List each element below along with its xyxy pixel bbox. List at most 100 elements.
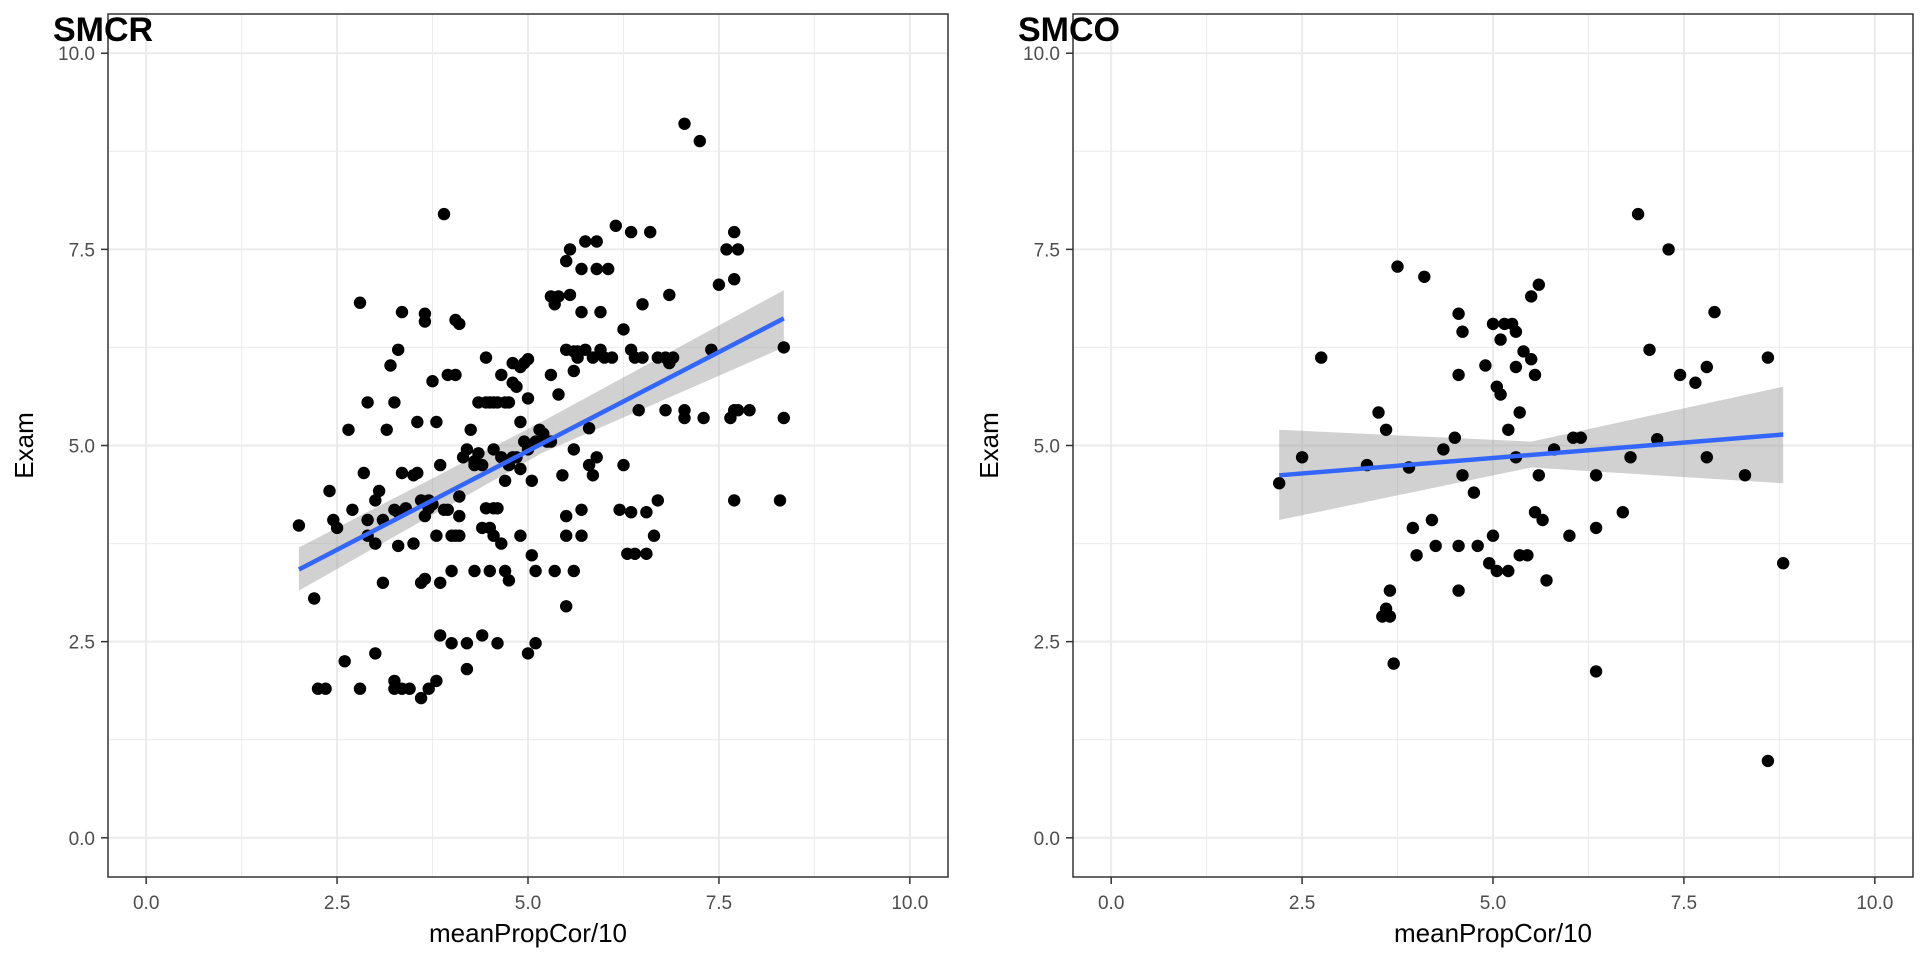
data-point (369, 647, 382, 660)
data-point (1536, 513, 1549, 527)
data-point (453, 317, 466, 331)
data-point (1387, 657, 1400, 670)
data-point (1509, 360, 1523, 374)
data-point (411, 415, 424, 429)
data-point (1425, 513, 1439, 527)
data-point (353, 682, 367, 695)
data-point (567, 443, 580, 456)
data-point (1738, 469, 1752, 482)
data-point (1521, 549, 1534, 562)
data-point (731, 404, 745, 417)
x-tick-label: 10.0 (891, 893, 928, 914)
data-points (1273, 207, 1790, 768)
data-point (1437, 443, 1450, 456)
data-point (548, 564, 561, 578)
data-point (644, 225, 657, 239)
data-point (1673, 368, 1687, 382)
data-point (472, 447, 485, 460)
data-point (590, 451, 603, 464)
data-point (1295, 451, 1309, 464)
data-points (292, 117, 790, 705)
data-point (1391, 260, 1404, 273)
data-point (487, 529, 500, 542)
data-point (426, 375, 439, 388)
data-point (1540, 574, 1553, 587)
data-point (521, 353, 535, 366)
data-point (1563, 529, 1576, 542)
grid (1073, 14, 1913, 877)
data-point (495, 368, 508, 382)
data-point (411, 466, 424, 480)
data-point (586, 469, 600, 482)
data-point (556, 469, 569, 482)
data-point (1616, 506, 1630, 519)
data-point (636, 298, 649, 311)
data-point (609, 219, 622, 232)
data-point (1452, 368, 1465, 382)
data-point (1486, 529, 1500, 542)
data-point (582, 458, 596, 472)
data-point (1406, 521, 1420, 535)
data-point (567, 364, 580, 378)
x-tick-label: 2.5 (324, 893, 350, 914)
data-point (586, 351, 600, 364)
data-point (1761, 351, 1775, 364)
panel-smcr: 0.0 2.5 5.0 7.5 10.0 0.0 2.5 5.0 7.5 10.0 meanProp… (9, 11, 949, 948)
data-point (521, 647, 535, 660)
x-tick-label: 5.0 (1480, 893, 1506, 914)
data-point (445, 564, 458, 578)
data-point (575, 305, 588, 319)
data-point (1532, 278, 1546, 291)
data-point (777, 411, 790, 425)
y-axis-title: Exam (974, 412, 1004, 478)
data-point (1631, 207, 1645, 221)
data-point (560, 254, 573, 268)
data-point (330, 521, 344, 535)
data-point (1689, 376, 1702, 389)
data-point (430, 415, 443, 429)
data-point (605, 351, 619, 364)
data-point (563, 243, 577, 256)
data-point (395, 305, 409, 319)
data-point (728, 494, 741, 507)
data-point (1525, 353, 1538, 366)
data-point (342, 423, 355, 436)
data-point (1483, 557, 1496, 570)
data-point (552, 388, 565, 401)
data-point (1662, 243, 1675, 256)
data-point (1589, 469, 1603, 482)
data-point (743, 404, 756, 417)
data-point (453, 490, 466, 503)
data-point (773, 494, 787, 507)
data-point (434, 576, 447, 589)
data-point (624, 506, 638, 519)
data-point (567, 564, 580, 578)
data-point (1379, 423, 1393, 436)
data-point (575, 503, 588, 516)
data-point (712, 278, 726, 291)
data-point (1467, 486, 1481, 499)
data-point (1513, 406, 1526, 419)
data-point (1528, 506, 1542, 519)
data-point (1479, 359, 1492, 372)
data-point (1452, 539, 1465, 553)
data-point (560, 529, 573, 542)
y-tick-label: 2.5 (69, 633, 95, 654)
data-point (292, 519, 306, 532)
data-point (1448, 431, 1462, 444)
data-point (453, 529, 466, 542)
data-point (1383, 584, 1397, 597)
data-point (392, 539, 405, 553)
data-point (582, 422, 596, 435)
data-point (590, 235, 603, 248)
data-point (1589, 521, 1603, 535)
data-point (693, 134, 706, 148)
data-point (731, 243, 745, 256)
data-point (460, 637, 474, 650)
data-point (1502, 423, 1515, 436)
data-point (445, 637, 458, 650)
data-point (1574, 431, 1588, 444)
data-point (514, 415, 527, 429)
y-tick-label: 0.0 (69, 829, 95, 850)
data-point (1490, 564, 1504, 578)
